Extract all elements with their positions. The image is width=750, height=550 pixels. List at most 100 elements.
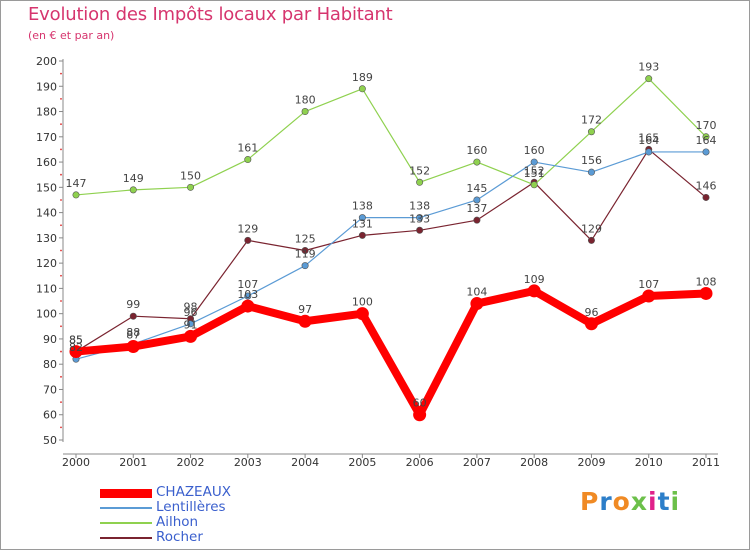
data-label: 147 <box>66 177 87 190</box>
y-minor-tick <box>60 123 62 126</box>
data-point <box>129 186 137 194</box>
y-tick-label: 120 <box>36 257 57 270</box>
data-point <box>358 231 366 239</box>
data-label: 138 <box>352 200 373 213</box>
data-label: 151 <box>524 167 545 180</box>
x-tick-label: 2008 <box>520 456 548 469</box>
y-tick-label: 50 <box>43 434 57 447</box>
y-minor-tick <box>60 401 62 403</box>
data-label: 96 <box>184 306 198 319</box>
y-tick-label: 190 <box>36 80 57 93</box>
legend-item: Rocher <box>100 529 300 546</box>
data-label: 88 <box>126 326 140 339</box>
y-minor-tick <box>60 98 62 100</box>
y-tick-label: 150 <box>36 181 57 194</box>
data-label: 137 <box>466 202 487 215</box>
legend-label: Ailhon <box>156 514 199 530</box>
data-point <box>470 297 484 311</box>
data-point <box>702 193 710 201</box>
data-label: 97 <box>298 303 312 316</box>
legend-item: CHAZEAUX <box>100 484 300 501</box>
data-point <box>184 329 198 343</box>
data-point <box>416 178 424 186</box>
data-point <box>699 286 713 300</box>
x-tick-label: 2005 <box>348 456 376 469</box>
y-tick-label: 100 <box>36 308 57 321</box>
data-point <box>473 196 481 204</box>
y-tick-label: 110 <box>36 282 57 295</box>
data-point <box>587 236 595 244</box>
legend-swatch <box>100 507 152 509</box>
data-label: 152 <box>409 164 430 177</box>
data-point <box>413 408 427 422</box>
data-point <box>645 75 653 83</box>
data-point <box>126 340 140 354</box>
data-point <box>244 236 252 244</box>
legend-label: Rocher <box>156 529 203 545</box>
data-label: 170 <box>696 119 717 132</box>
legend-item: Lentillères <box>100 499 300 516</box>
data-label: 98 <box>184 301 198 314</box>
data-point <box>358 214 366 222</box>
data-point <box>129 312 137 320</box>
data-label: 193 <box>638 61 659 74</box>
data-label: 91 <box>184 318 198 331</box>
data-label: 189 <box>352 71 373 84</box>
data-point <box>244 156 252 164</box>
y-minor-tick <box>60 148 62 151</box>
data-label: 85 <box>69 334 83 347</box>
legend-label: Lentillères <box>156 499 226 515</box>
data-label: 87 <box>126 329 140 342</box>
data-label: 161 <box>237 142 258 155</box>
data-point <box>72 191 80 199</box>
data-label: 125 <box>295 233 316 246</box>
y-tick-label: 140 <box>36 207 57 220</box>
series-line-chazeaux <box>72 286 710 419</box>
data-point <box>584 317 598 331</box>
data-label: 160 <box>524 144 545 157</box>
y-minor-tick <box>60 173 62 176</box>
data-point <box>527 284 541 298</box>
data-point <box>241 299 255 313</box>
y-tick-label: 70 <box>43 383 57 396</box>
data-label: 156 <box>581 154 602 167</box>
y-tick-label: 170 <box>36 131 57 144</box>
data-label: 138 <box>409 200 430 213</box>
y-tick-label: 80 <box>43 358 57 371</box>
x-tick-label: 2001 <box>119 456 147 469</box>
data-point <box>530 158 538 166</box>
series-line-lentillères <box>75 151 707 360</box>
data-point <box>298 314 312 328</box>
y-minor-tick <box>60 224 62 227</box>
data-label: 107 <box>638 278 659 291</box>
chart-subtitle: (en € et par an) <box>28 29 115 42</box>
data-label: 180 <box>295 94 316 107</box>
y-tick-label: 180 <box>36 106 57 119</box>
x-tick-label: 2007 <box>463 456 491 469</box>
data-label: 82 <box>69 341 83 354</box>
data-label: 119 <box>295 248 316 261</box>
data-point <box>301 247 309 255</box>
data-label: 131 <box>352 217 373 230</box>
data-label: 149 <box>123 172 144 185</box>
series-line-rocher <box>75 148 707 353</box>
data-point <box>587 128 595 136</box>
data-label: 150 <box>180 169 201 182</box>
series-line-ailhon <box>75 78 707 196</box>
data-label: 146 <box>696 179 717 192</box>
data-point <box>587 168 595 176</box>
y-tick-label: 60 <box>43 409 57 422</box>
data-point <box>416 226 424 234</box>
data-label: 160 <box>466 144 487 157</box>
data-label: 85 <box>69 334 83 347</box>
data-label: 172 <box>581 114 602 127</box>
data-label: 164 <box>638 134 659 147</box>
legend-swatch <box>100 537 152 539</box>
data-point <box>473 216 481 224</box>
y-minor-tick <box>60 350 62 353</box>
y-minor-tick <box>60 375 62 378</box>
y-minor-tick <box>60 199 62 201</box>
data-point <box>702 133 710 141</box>
data-label: 109 <box>524 273 545 286</box>
